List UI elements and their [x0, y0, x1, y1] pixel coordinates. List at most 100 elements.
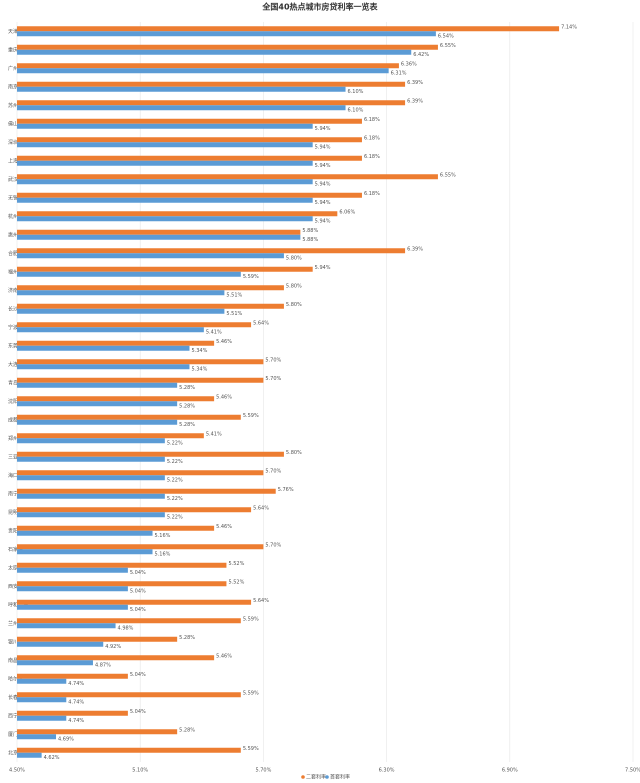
y-tick-label: 长春 [8, 694, 18, 701]
bar [17, 562, 227, 568]
bar [17, 359, 264, 365]
data-label: 5.46% [216, 524, 232, 530]
data-label: 5.88% [302, 237, 318, 243]
bar [17, 567, 128, 573]
bar [17, 253, 284, 259]
bar [17, 544, 264, 550]
bar [17, 599, 252, 605]
y-tick-label: 苏州 [8, 102, 18, 109]
legend-label: 首套利率 [330, 774, 350, 781]
bar [17, 68, 389, 74]
chart-title: 全国40热点城市房贷利率一览表 [261, 2, 378, 12]
data-label: 4.87% [95, 662, 111, 668]
data-label: 5.04% [130, 570, 146, 576]
data-label: 5.64% [253, 598, 269, 604]
y-tick-label: 青岛 [8, 379, 18, 386]
data-label: 4.74% [68, 699, 84, 705]
data-label: 5.04% [130, 607, 146, 613]
bar [17, 747, 241, 753]
bar [17, 345, 190, 351]
bar [17, 697, 67, 703]
bar [17, 290, 225, 296]
bar [17, 678, 67, 684]
bar [17, 604, 128, 610]
data-label: 5.94% [315, 126, 331, 132]
bar [17, 382, 178, 388]
bar [17, 641, 104, 647]
bar [17, 118, 362, 124]
bar [17, 692, 241, 698]
bar [17, 734, 57, 740]
data-label: 5.51% [226, 292, 242, 298]
bar [17, 271, 241, 277]
data-label: 5.41% [206, 431, 222, 437]
bar [17, 549, 153, 555]
bar [17, 327, 204, 333]
bar [17, 470, 264, 476]
data-label: 5.04% [130, 709, 146, 715]
bar [17, 285, 284, 291]
x-tick-label: 6.90% [502, 768, 518, 774]
y-tick-label: 上海 [8, 157, 18, 164]
bar [17, 710, 128, 716]
y-tick-label: 西安 [8, 583, 18, 590]
data-label: 5.94% [315, 181, 331, 187]
y-tick-label: 石家庄 [8, 546, 23, 553]
data-label: 5.52% [228, 579, 244, 585]
data-label: 5.59% [243, 413, 259, 419]
y-tick-label: 宁波 [8, 324, 18, 331]
y-tick-label: 惠州 [8, 231, 18, 238]
y-tick-label: 杭州 [8, 213, 18, 220]
legend-marker [301, 775, 305, 779]
data-label: 5.59% [243, 616, 259, 622]
data-label: 5.59% [243, 274, 259, 280]
bar [17, 105, 346, 111]
bar [17, 660, 93, 666]
data-label: 5.80% [286, 255, 302, 261]
y-tick-label: 太原 [8, 564, 18, 571]
y-tick-label: 济南 [8, 287, 18, 294]
data-label: 5.76% [278, 487, 294, 493]
data-label: 5.22% [167, 477, 183, 483]
y-tick-label: 无锡 [8, 194, 18, 201]
bar [17, 618, 241, 624]
y-tick-label: 哈尔滨 [8, 675, 23, 682]
bar [17, 451, 284, 457]
bar [17, 31, 436, 37]
data-label: 5.28% [179, 385, 195, 391]
y-tick-label: 南宁 [8, 490, 18, 497]
data-label: 4.92% [105, 644, 121, 650]
data-label: 5.22% [167, 440, 183, 446]
data-label: 6.36% [401, 61, 417, 67]
y-tick-label: 兰州 [8, 620, 18, 627]
bar [17, 530, 153, 536]
bar [17, 623, 116, 629]
bar [17, 715, 67, 721]
data-label: 5.22% [167, 496, 183, 502]
bar [17, 525, 215, 531]
data-label: 5.28% [179, 727, 195, 733]
y-tick-label: 合肥 [8, 250, 18, 257]
bar [17, 322, 252, 328]
bar [17, 752, 42, 758]
data-label: 5.51% [226, 311, 242, 317]
bar [17, 586, 128, 592]
data-label: 5.46% [216, 653, 232, 659]
bar [17, 512, 165, 518]
data-label: 4.98% [118, 625, 134, 631]
data-label: 5.59% [243, 690, 259, 696]
y-tick-label: 成都 [8, 416, 18, 423]
data-label: 5.59% [243, 746, 259, 752]
bar [17, 44, 438, 50]
bar [17, 340, 215, 346]
bar [17, 377, 264, 383]
data-label: 5.28% [179, 635, 195, 641]
y-tick-label: 西宁 [8, 712, 18, 719]
data-label: 5.94% [315, 144, 331, 150]
y-tick-label: 天津 [8, 28, 18, 35]
bar [17, 636, 178, 642]
data-label: 5.94% [315, 265, 331, 271]
data-label: 5.94% [315, 163, 331, 169]
bar [17, 266, 313, 272]
data-label: 5.64% [253, 505, 269, 511]
